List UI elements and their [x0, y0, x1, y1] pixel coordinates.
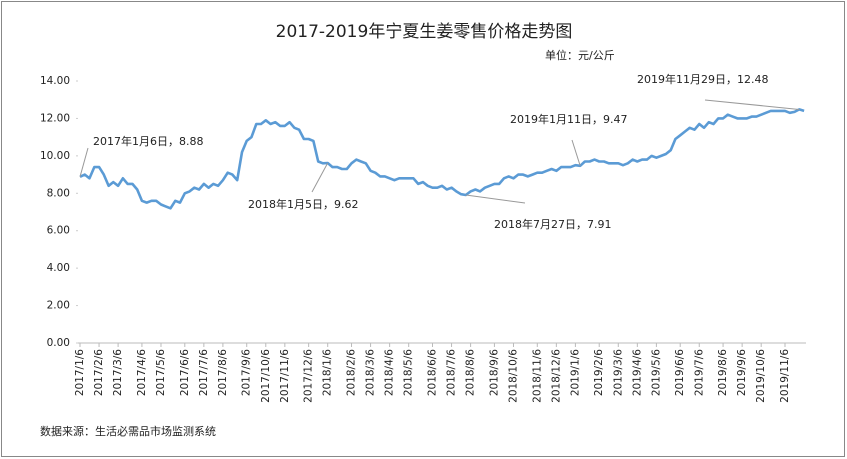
x-tick-label: 2017/12/6: [303, 349, 315, 403]
y-tick-label: 6.00: [47, 225, 70, 237]
x-tick-label: 2018/11/6: [531, 349, 543, 403]
x-tick-label: 2017/10/6: [260, 349, 272, 403]
x-tick-label: 2018/5/6: [403, 349, 415, 396]
y-tick-label: 12.00: [40, 112, 70, 124]
y-tick-label: 4.00: [47, 262, 70, 274]
x-tick-label: 2017/1/6: [74, 349, 86, 396]
x-tick-label: 2017/4/6: [136, 349, 148, 396]
x-tick-label: 2018/4/6: [384, 349, 396, 396]
annotation-pointer: [465, 194, 526, 204]
value-label: 2018年1月5日，9.62: [248, 197, 358, 211]
value-label: 2017年1月6日，8.88: [93, 134, 203, 148]
x-tick-label: 2019/2/6: [593, 349, 605, 396]
chart-title: 2017-2019年宁夏生姜零售价格走势图: [276, 22, 573, 42]
y-tick-label: 8.00: [47, 187, 70, 199]
annotation-pointer: [311, 162, 329, 193]
y-tick-label: 2.00: [47, 300, 70, 312]
x-tick-label: 2019/8/6: [717, 349, 729, 396]
x-tick-label: 2019/11/6: [779, 349, 791, 403]
x-tick-label: 2018/10/6: [507, 349, 519, 403]
x-tick-label: 2017/2/6: [93, 349, 105, 396]
x-tick-label: 2019/1/6: [569, 349, 581, 396]
x-tick-label: 2017/6/6: [179, 349, 191, 396]
x-tick-label: 2018/1/6: [322, 349, 334, 396]
x-tick-label: 2017/7/6: [198, 349, 210, 396]
x-tick-label: 2018/8/6: [465, 349, 477, 396]
x-tick-label: 2019/4/6: [631, 349, 643, 396]
unit-label: 单位：元/公斤: [545, 48, 615, 62]
x-tick-label: 2019/6/6: [674, 349, 686, 396]
x-tick-label: 2017/9/6: [241, 349, 253, 396]
x-tick-label: 2018/7/6: [446, 349, 458, 396]
annotation-pointer: [79, 147, 89, 177]
x-tick-label: 2019/3/6: [612, 349, 624, 396]
value-label: 2019年11月29日，12.48: [637, 72, 768, 86]
y-tick-label: 0.00: [47, 337, 70, 349]
x-tick-label: 2018/12/6: [550, 349, 562, 403]
x-tick-label: 2019/10/6: [755, 349, 767, 403]
x-tick-label: 2018/6/6: [427, 349, 439, 396]
annotation-pointer: [571, 139, 581, 166]
x-tick-label: 2017/5/6: [155, 349, 167, 396]
x-tick-label: 2018/3/6: [365, 349, 377, 396]
x-tick-label: 2018/9/6: [488, 349, 500, 396]
x-tick-label: 2019/7/6: [693, 349, 705, 396]
value-label: 2019年1月11日，9.47: [510, 112, 627, 126]
x-tick-label: 2019/5/6: [650, 349, 662, 396]
x-tick-label: 2017/11/6: [279, 349, 291, 403]
x-tick-label: 2017/3/6: [112, 349, 124, 396]
x-tick-label: 2019/9/6: [736, 349, 748, 396]
x-tick-label: 2017/8/6: [217, 349, 229, 396]
x-tick-label: 2018/2/6: [346, 349, 358, 396]
y-tick-label: 14.00: [40, 75, 70, 87]
value-label: 2018年7月27日，7.91: [494, 217, 611, 231]
source-note: 数据来源：生活必需品市场监测系统: [40, 424, 216, 438]
y-tick-label: 10.00: [40, 150, 70, 162]
price-line: [79, 108, 805, 210]
annotation-pointer: [704, 99, 800, 110]
